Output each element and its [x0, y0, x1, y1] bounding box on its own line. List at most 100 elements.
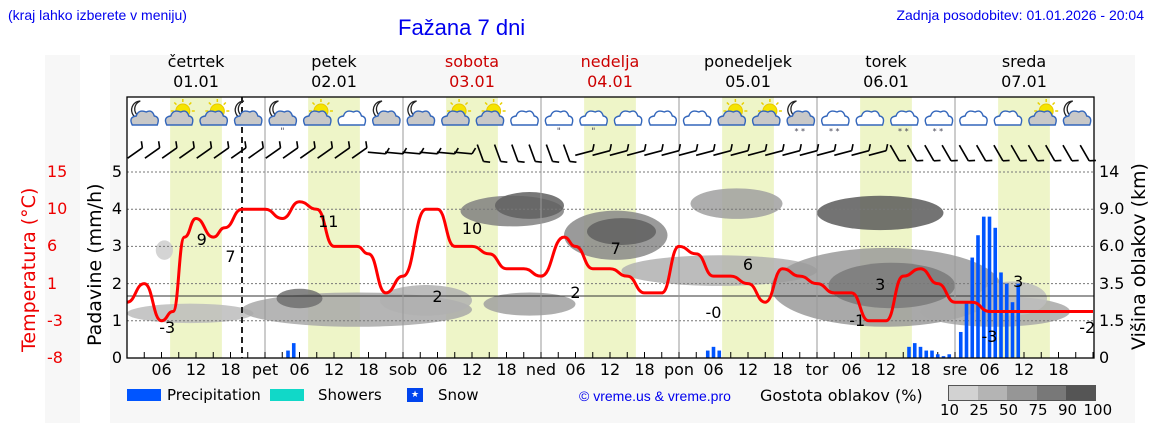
- cloud-icon: [855, 110, 885, 126]
- cloud-sleet-icon: * *: [890, 110, 919, 136]
- day-name: nedelja: [580, 52, 640, 71]
- precipitation-swatch: [127, 389, 161, 401]
- cloud-sleet-icon: * *: [820, 110, 850, 136]
- x-tick: 06: [565, 360, 586, 379]
- x-tick: 12: [737, 360, 759, 379]
- temperature-line: [126, 200, 1093, 323]
- day-header-3: nedelja 04.01: [550, 52, 670, 92]
- cloud-height-tick: 1.5: [1099, 310, 1125, 330]
- x-tick: 18: [634, 360, 655, 379]
- temp-axis-panel: [45, 55, 80, 423]
- cloud-height-tick: 3.5: [1099, 273, 1125, 293]
- svg-text:* *: * *: [794, 127, 805, 136]
- cloud-icon: [510, 110, 539, 126]
- x-tick: 06: [703, 360, 724, 379]
- svg-text:7: 7: [225, 247, 235, 266]
- cloud-icon: [959, 110, 988, 126]
- temp-tick: 1: [47, 273, 58, 293]
- x-tick: 06: [427, 360, 448, 379]
- x-tick: sob: [388, 360, 418, 379]
- x-tick: 12: [461, 360, 483, 379]
- sun-cloud-icon: [1028, 99, 1059, 126]
- day-header-6: sreda 07.01: [964, 52, 1084, 92]
- density-tick: 90: [1058, 401, 1078, 419]
- x-tick: 18: [910, 360, 931, 379]
- temperature-axis-title: Temperatura (°C): [18, 187, 40, 352]
- svg-text:* *: * *: [933, 127, 944, 136]
- day-date: 07.01: [1001, 72, 1047, 91]
- precip-tick: 4: [111, 199, 122, 219]
- cloud-height-axis-title: Višina oblakov (km): [1128, 163, 1150, 350]
- page-title: Fažana 7 dni: [398, 15, 526, 40]
- temp-tick: 15: [47, 162, 68, 181]
- density-tick: 75: [1028, 401, 1048, 419]
- cloud-icon: [648, 110, 677, 126]
- moon-cloud-drizzle-icon: ": [268, 100, 298, 137]
- credit-link[interactable]: © vreme.us & vreme.pro: [579, 388, 731, 404]
- sun-cloud-icon: [164, 99, 195, 126]
- x-tick: 12: [323, 360, 345, 379]
- sun-cloud-icon: [475, 99, 506, 126]
- cloud-height-tick: 6.0: [1099, 236, 1125, 256]
- x-tick: 06: [841, 360, 862, 379]
- temp-tick: -3: [47, 310, 63, 330]
- x-tick: pon: [663, 360, 695, 379]
- density-tick: 100: [1083, 401, 1113, 419]
- day-date: 02.01: [311, 72, 357, 91]
- x-tick: tor: [805, 360, 829, 379]
- day-date: 01.01: [173, 72, 219, 91]
- day-name: četrtek: [167, 52, 225, 71]
- cloud-drizzle-icon: ": [579, 110, 608, 137]
- svg-text:3: 3: [875, 275, 885, 294]
- sun-cloud-icon: [751, 99, 782, 126]
- density-tick: 10: [940, 401, 960, 419]
- day-date: 05.01: [725, 72, 771, 91]
- temp-tick: 10: [47, 199, 68, 219]
- grid-lines: [126, 97, 1094, 358]
- cloud-height-tick: 14: [1099, 162, 1120, 181]
- x-tick: 06: [289, 360, 310, 379]
- legend-snow: Snow: [438, 386, 479, 404]
- precip-tick: 3: [111, 236, 122, 256]
- precip-tick: 2: [111, 273, 122, 293]
- moon-cloud-icon: [233, 100, 263, 126]
- svg-text:-3: -3: [982, 327, 998, 346]
- precip-tick: 1: [111, 310, 122, 330]
- x-tick: 12: [185, 360, 207, 379]
- moon-cloud-icon: [1062, 100, 1092, 126]
- temp-tick: -8: [47, 348, 63, 367]
- cloud-drizzle-icon: ": [544, 110, 574, 137]
- moon-cloud-icon: [130, 100, 159, 126]
- svg-text:": ": [557, 127, 561, 137]
- x-tick: 18: [496, 360, 517, 379]
- x-tick: 06: [151, 360, 172, 379]
- cloud-icon: [993, 110, 1023, 126]
- x-tick: 18: [772, 360, 793, 379]
- day-name: ponedeljek: [704, 52, 792, 71]
- moon-cloud-icon: [372, 100, 401, 126]
- legend-precipitation: Precipitation: [167, 386, 261, 404]
- svg-text:": ": [591, 127, 595, 137]
- moon-cloud-snow-icon: * *: [786, 100, 816, 136]
- svg-text:7: 7: [611, 239, 621, 258]
- temp-tick: 6: [47, 236, 58, 256]
- sun-cloud-icon: [302, 99, 333, 126]
- svg-text:2: 2: [432, 287, 442, 306]
- svg-text:3: 3: [1013, 272, 1023, 291]
- legend-showers: Showers: [318, 386, 382, 404]
- day-name: sreda: [1001, 52, 1047, 71]
- day-header-4: ponedeljek 05.01: [688, 52, 808, 92]
- location-hint-link[interactable]: (kraj lahko izberete v meniju): [8, 7, 187, 23]
- svg-text:-3: -3: [159, 318, 175, 337]
- weather-icons-row: " " " * * * * * * * *: [130, 99, 1092, 137]
- svg-text:-1: -1: [849, 311, 865, 330]
- plot-frame: [126, 96, 1095, 359]
- showers-swatch: [270, 389, 304, 401]
- cloud-icon: [337, 110, 367, 126]
- day-name: petek: [311, 52, 357, 71]
- svg-text:10: 10: [462, 219, 482, 238]
- cloud-icon: [613, 110, 643, 126]
- cloud-height-tick: 0: [1099, 348, 1110, 367]
- day-header-1: petek 02.01: [274, 52, 394, 92]
